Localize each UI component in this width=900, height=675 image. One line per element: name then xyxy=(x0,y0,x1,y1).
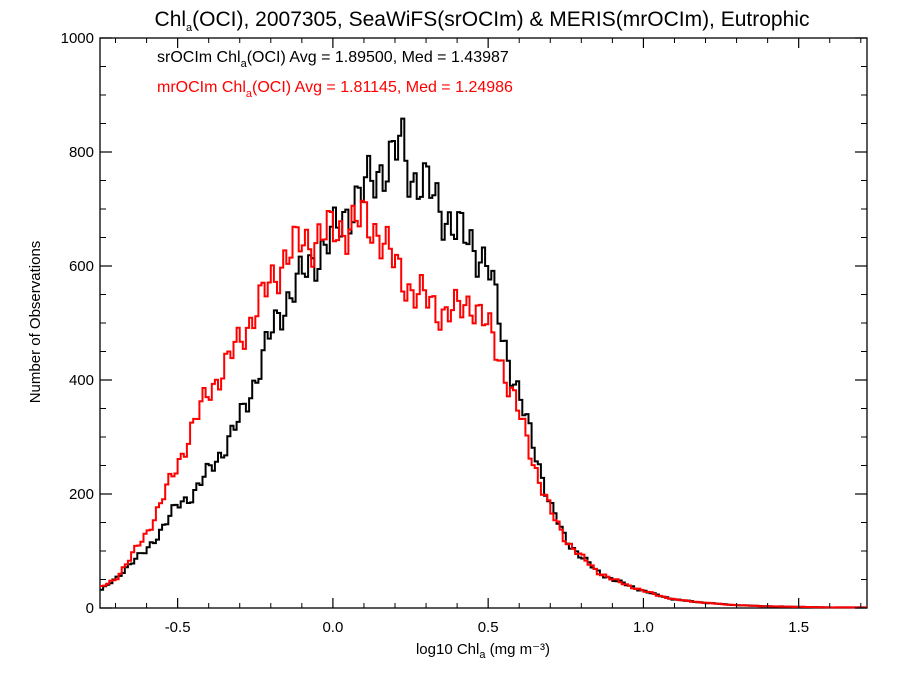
y-tick-label: 200 xyxy=(69,486,94,503)
x-axis-label: log10 Chla (mg m⁻³) xyxy=(416,641,550,661)
chart-title-main: Chl xyxy=(155,8,187,31)
y-tick-label: 800 xyxy=(69,144,94,161)
x-tick-label: 1.5 xyxy=(788,619,809,636)
tick-layer: -0.5 0.0 0.5 1.0 1.5 0 200 400 600 800 1000 xyxy=(61,30,867,636)
series-line-1 xyxy=(100,199,867,609)
x-tick-label: 1.0 xyxy=(633,619,654,636)
annotation-black-subscript: a xyxy=(241,58,248,70)
y-tick-label: 600 xyxy=(69,258,94,275)
chart-title: Chla(OCI), 2007305, SeaWiFS(srOCIm) & ME… xyxy=(155,8,810,34)
y-axis-label: Number of Observations xyxy=(27,241,44,404)
annotation-black-rest: (OCI) Avg = 1.89500, Med = 1.43987 xyxy=(247,49,509,66)
x-tick-label: -0.5 xyxy=(165,619,191,636)
x-axis-label-subscript: a xyxy=(479,649,486,661)
x-axis-label-main: log10 Chl xyxy=(416,641,479,658)
chart-title-rest: (OCI), 2007305, SeaWiFS(srOCIm) & MERIS(… xyxy=(192,8,809,31)
series-layer xyxy=(100,117,867,609)
plot-frame xyxy=(99,37,868,609)
annotation-red: mrOCIm Chla(OCI) Avg = 1.81145, Med = 1.… xyxy=(157,79,513,100)
y-tick-label: 400 xyxy=(69,372,94,389)
x-tick-label: 0.0 xyxy=(322,619,343,636)
y-tick-label: 0 xyxy=(86,600,94,617)
annotation-red-subscript: a xyxy=(246,88,253,100)
series-line-0 xyxy=(100,117,867,609)
annotation-red-rest: (OCI) Avg = 1.81145, Med = 1.24986 xyxy=(252,79,513,96)
annotation-black-main: srOCIm Chl xyxy=(157,49,241,66)
y-tick-label: 1000 xyxy=(61,30,94,47)
annotation-red-main: mrOCIm Chl xyxy=(157,79,246,96)
annotation-black: srOCIm Chla(OCI) Avg = 1.89500, Med = 1.… xyxy=(157,49,509,70)
chart-title-subscript: a xyxy=(186,22,193,34)
x-tick-label: 0.5 xyxy=(478,619,499,636)
x-axis-label-rest: (mg m⁻³) xyxy=(485,641,550,658)
